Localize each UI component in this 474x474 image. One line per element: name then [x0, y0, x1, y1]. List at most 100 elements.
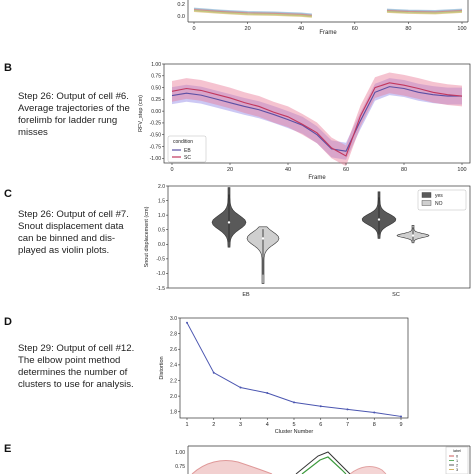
- chart-d-y-tick-label: 2.2: [170, 378, 177, 384]
- chart-c-violin-eb-yes-median: [227, 221, 231, 224]
- chart-c-y-tick-label: -1.0: [156, 271, 165, 277]
- chart-b-band-sc: [172, 72, 462, 167]
- chart-b-y-tick-label: 1.00: [151, 62, 161, 68]
- chart-b-y-tick-label: 0.75: [151, 74, 161, 80]
- chart-b-x-tick-label: 80: [401, 167, 407, 173]
- chart-d-point: [373, 411, 376, 414]
- top-trace-right: [386, 8, 463, 12]
- chart-d-point: [400, 415, 402, 418]
- chart-d-y-tick-label: 2.0: [170, 394, 177, 400]
- chart-b-y-tick-label: -0.25: [150, 121, 162, 127]
- chart-b-legend: [167, 135, 207, 163]
- chart-c-y-tick-label: 1.5: [158, 198, 165, 204]
- chart-c-y-tick-label: 1.0: [158, 213, 165, 219]
- chart-c-legend-label-no: NO: [435, 201, 443, 207]
- chart-c-violin-sc-yes-median: [377, 218, 381, 221]
- chart-d-x-tick-label: 1: [185, 422, 188, 428]
- chart-d-x-axis-title: Cluster Number: [275, 429, 314, 435]
- chart-c-y-tick-label: 0.0: [158, 242, 165, 248]
- chart-d-point: [239, 386, 242, 389]
- chart-c-x-tick-label-eb: EB: [242, 292, 250, 298]
- top-y-tick-label: 0.0: [177, 14, 185, 20]
- chart-e-y-tick-label: 0.75: [175, 464, 185, 470]
- description-d: Step 29: Output of cell #12. The elbow p…: [18, 343, 135, 390]
- chart-b-x-tick-label: 20: [227, 167, 233, 173]
- top-y-tick-label: 0.2: [177, 2, 185, 8]
- chart-d-point: [293, 401, 295, 404]
- chart-d-x-tick-label: 8: [373, 422, 376, 428]
- chart-d-x-tick-label: 3: [239, 422, 242, 428]
- chart-e-legend: [445, 446, 469, 474]
- chart-d-y-tick-label: 2.8: [170, 331, 177, 337]
- chart-b-band-eb: [172, 78, 462, 160]
- chart-e-legend-label: 0: [456, 454, 458, 458]
- chart-e-y-tick-label: 1.00: [175, 450, 185, 456]
- chart-c-frame: [167, 185, 471, 289]
- description-c: Step 26: Output of cell #7. Snout displa…: [18, 209, 129, 256]
- chart-d-x-tick-label: 4: [266, 422, 269, 428]
- chart-d-x-tick-label: 5: [292, 422, 295, 428]
- chart-d-x-tick-label: 2: [212, 422, 215, 428]
- chart-d-point: [346, 408, 349, 411]
- panel-label-d: D: [4, 316, 12, 328]
- chart-d-x-tick-label: 7: [346, 422, 349, 428]
- chart-c-x-tick-label-sc: SC: [392, 292, 400, 298]
- chart-d-y-tick-label: 3.0: [170, 316, 177, 322]
- chart-e-trace-red: [191, 460, 273, 474]
- chart-b-y-tick-label: -0.75: [150, 144, 162, 150]
- chart-b-y-tick-label: 0.25: [151, 97, 161, 103]
- chart-c-violin-sc-no-median: [411, 234, 415, 237]
- panel-label-c: C: [4, 188, 12, 200]
- chart-e-legend-label: 2: [456, 463, 458, 467]
- chart-d-y-tick-label: 2.4: [170, 363, 177, 369]
- top-x-tick-label: 20: [245, 26, 251, 32]
- top-trace-left: [193, 7, 312, 15]
- chart-c-legend-swatch-no: [421, 200, 432, 206]
- chart-d-y-tick-label: 1.8: [170, 410, 177, 416]
- chart-d-x-tick-label: 9: [399, 422, 402, 428]
- chart-c-legend-swatch-yes: [421, 192, 432, 198]
- chart-b-legend-label-sc: SC: [184, 155, 191, 161]
- chart-b-line-sc: [171, 82, 463, 157]
- top-x-tick-label: 40: [298, 26, 304, 32]
- chart-d-point: [212, 371, 215, 374]
- top-trace-right: [386, 10, 463, 14]
- top-trace-left: [193, 9, 312, 17]
- chart-b-x-tick-label: 60: [343, 167, 349, 173]
- chart-c-y-tick-label: 0.5: [158, 228, 165, 234]
- chart-e-legend-label: 1: [456, 459, 458, 463]
- chart-c-y-axis-title: Snout displacement (cm): [144, 206, 150, 267]
- chart-b-legend-title: condition: [173, 139, 193, 145]
- chart-b-frame: [163, 63, 471, 164]
- chart-e-trace-red-2: [349, 466, 387, 474]
- chart-b-y-tick-label: 0.50: [151, 85, 161, 91]
- chart-b-y-tick-label: -1.00: [150, 156, 162, 162]
- top-trace-left: [193, 10, 312, 18]
- chart-c-legend-label-yes: yes: [435, 193, 443, 199]
- top-x-axis-title: Frame: [319, 30, 337, 36]
- chart-b-x-axis-title: Frame: [308, 175, 326, 181]
- chart-d-point: [186, 321, 188, 324]
- chart-c-y-tick-label: -0.5: [156, 257, 165, 263]
- chart-d-point: [266, 392, 269, 394]
- panel-label-b: B: [4, 62, 12, 74]
- chart-d-y-tick-label: 2.6: [170, 347, 177, 353]
- chart-b-y-axis-title: RFV_step (cm): [138, 95, 144, 132]
- top-x-tick-label: 80: [405, 26, 411, 32]
- chart-d-point: [319, 405, 322, 408]
- top-x-tick-label: 0: [192, 26, 195, 32]
- top-x-tick-label: 60: [352, 26, 358, 32]
- chart-c-y-tick-label: -1.5: [156, 286, 165, 292]
- chart-d-y-axis-title: Distortion: [159, 356, 165, 379]
- chart-e-trace-black: [295, 451, 351, 474]
- chart-b-x-tick-label: 100: [457, 167, 466, 173]
- chart-b-x-tick-label: 0: [170, 167, 173, 173]
- top-trace-right: [386, 11, 463, 15]
- top-trace-right: [386, 9, 463, 13]
- chart-d-x-tick-label: 6: [319, 422, 322, 428]
- chart-e-trace-green: [301, 456, 347, 474]
- chart-b-line-eb: [171, 86, 462, 152]
- chart-b-legend-label-eb: EB: [184, 148, 191, 154]
- chart-c-y-tick-label: 2.0: [158, 184, 165, 190]
